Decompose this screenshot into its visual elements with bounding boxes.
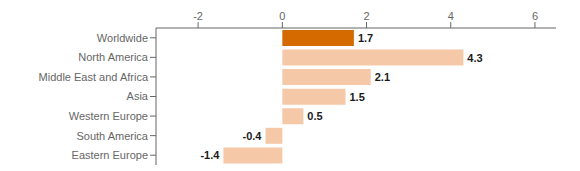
svg-text:-2: -2 xyxy=(193,10,203,22)
svg-text:Western Europe: Western Europe xyxy=(69,110,148,122)
svg-text:1.5: 1.5 xyxy=(349,91,364,103)
svg-text:Worldwide: Worldwide xyxy=(97,32,148,44)
svg-text:-1.4: -1.4 xyxy=(200,149,220,161)
svg-text:2: 2 xyxy=(363,10,369,22)
svg-text:1.7: 1.7 xyxy=(358,32,373,44)
svg-text:2.1: 2.1 xyxy=(375,71,390,83)
svg-text:6: 6 xyxy=(532,10,538,22)
svg-text:North America: North America xyxy=(78,51,149,63)
svg-text:0.5: 0.5 xyxy=(307,110,322,122)
svg-text:0: 0 xyxy=(279,10,285,22)
svg-text:4.3: 4.3 xyxy=(467,52,482,64)
svg-text:South America: South America xyxy=(76,130,148,142)
svg-text:-0.4: -0.4 xyxy=(243,130,263,142)
svg-text:Middle East and Africa: Middle East and Africa xyxy=(39,71,149,83)
svg-text:Asia: Asia xyxy=(127,90,149,102)
svg-text:4: 4 xyxy=(448,10,454,22)
svg-text:Eastern Europe: Eastern Europe xyxy=(72,149,148,161)
